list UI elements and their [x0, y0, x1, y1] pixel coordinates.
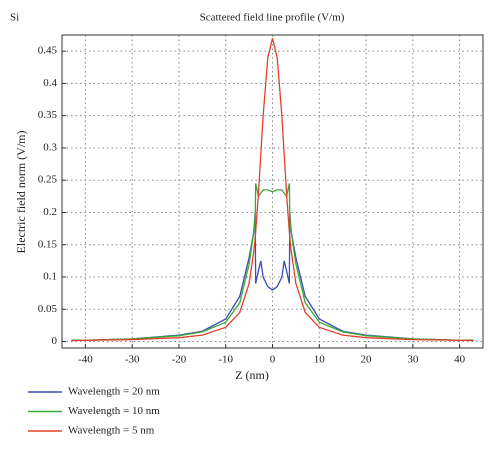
legend-label: Wavelength = 10 nm [68, 405, 160, 417]
x-tick-label: -10 [218, 354, 233, 366]
y-tick-label: 0.25 [38, 174, 58, 186]
series-line [71, 183, 474, 341]
y-axis-label: Electric field norm (V/m) [14, 131, 28, 254]
x-tick-label: -40 [78, 354, 93, 366]
x-tick-label: -30 [125, 354, 140, 366]
y-tick-label: 0.15 [38, 238, 58, 250]
x-tick-label: 40 [454, 354, 466, 366]
chart-title: Scattered field line profile (V/m) [200, 12, 345, 24]
series-line [71, 212, 474, 341]
plot-frame [61, 34, 484, 349]
legend-label: Wavelength = 20 nm [68, 386, 160, 398]
x-tick-label: 30 [407, 354, 419, 366]
y-tick-label: 0.1 [43, 271, 57, 283]
panel-label: Si [10, 12, 19, 24]
y-tick-label: 0.2 [43, 206, 57, 218]
legend-label: Wavelength = 5 nm [68, 425, 155, 437]
y-tick-label: 0.4 [43, 77, 57, 89]
series-line [71, 38, 474, 342]
x-tick-label: 20 [361, 354, 373, 366]
x-tick-label: 0 [270, 354, 276, 366]
x-tick-label: 10 [314, 354, 326, 366]
y-tick-label: 0.3 [43, 141, 57, 153]
y-tick-label: 0.05 [38, 303, 58, 315]
y-tick-label: 0.35 [38, 109, 58, 121]
x-axis-label: Z (nm) [235, 368, 269, 382]
y-tick-label: 0 [52, 335, 58, 347]
y-tick-label: 0.45 [38, 45, 58, 57]
x-tick-label: -20 [172, 354, 187, 366]
